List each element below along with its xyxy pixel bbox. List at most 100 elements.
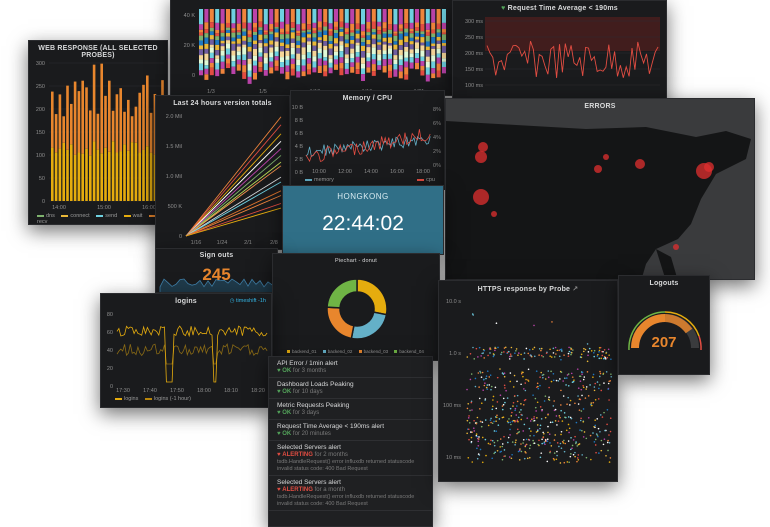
bar-segment — [280, 62, 284, 68]
legend-backend-03: backend_03 — [358, 349, 388, 354]
logouts-title: Logouts — [649, 280, 679, 287]
bar-segment — [226, 54, 230, 59]
scatter-point — [501, 372, 504, 374]
bar-segment — [415, 53, 419, 59]
scatter-point — [555, 379, 558, 382]
bar-segment — [382, 9, 387, 23]
scatter-point — [594, 444, 597, 446]
bar-segment — [153, 93, 157, 155]
bar-segment — [263, 32, 268, 35]
scatter-point — [475, 422, 478, 425]
scatter-point — [509, 407, 512, 410]
scatter-point — [541, 409, 543, 412]
bar-segment — [312, 30, 317, 34]
scatter-point — [518, 431, 521, 433]
scatter-point — [570, 372, 573, 375]
bar-segment — [382, 22, 387, 29]
y-tick-label: 100 ms — [465, 83, 483, 89]
scatter-point — [530, 355, 532, 357]
scatter-point — [540, 418, 543, 420]
bar-segment — [344, 54, 349, 59]
scatter-point — [597, 353, 599, 356]
bar-segment — [296, 53, 301, 60]
bar-segment — [296, 9, 301, 25]
scatter-point — [608, 434, 610, 436]
scatter-point — [593, 386, 596, 388]
alert-item[interactable]: Selected Servers alert ♥ ALERTING for 2 m… — [269, 441, 432, 476]
scatter-point — [563, 450, 566, 453]
scatter-point — [503, 351, 505, 353]
bar-segment — [371, 32, 376, 35]
scatter-point — [486, 388, 489, 390]
bar-segment — [431, 33, 436, 38]
bar-segment — [377, 26, 382, 31]
legend-logins: logins — [115, 396, 138, 402]
scatter-point — [495, 430, 498, 433]
scatter-point — [523, 358, 525, 360]
bar-segment — [242, 31, 247, 36]
scatter-point — [496, 401, 499, 403]
scatter-point — [501, 445, 504, 448]
alert-item[interactable]: Dashboard Loads Peaking ♥ OK for 10 days — [269, 378, 432, 399]
bar-segment — [215, 29, 220, 34]
scatter-point — [560, 447, 563, 450]
alert-item[interactable]: Selected Servers alert ♥ ALERTING for a m… — [269, 476, 432, 511]
bar-segment — [312, 37, 317, 42]
bar-segment — [215, 58, 220, 63]
x-tick-label: 18:00 — [197, 388, 211, 394]
scatter-point — [467, 403, 470, 405]
bar-segment — [382, 44, 387, 51]
error-marker — [673, 244, 679, 250]
y-tick-label: 8 B — [295, 118, 304, 124]
scatter-point — [577, 387, 580, 389]
bar-segment — [263, 24, 268, 31]
bar-segment — [355, 30, 360, 34]
alert-item[interactable]: Request Time Average < 190ms alert ♥ OK f… — [269, 420, 432, 441]
bar-segment — [339, 29, 344, 32]
bar-segment — [366, 35, 371, 40]
scatter-point — [596, 381, 599, 383]
scatter-point — [514, 421, 516, 423]
bar-segment — [404, 36, 409, 43]
scatter-point — [473, 430, 476, 432]
scatter-point — [518, 411, 521, 414]
bar-segment — [339, 51, 344, 58]
bar-segment — [436, 32, 441, 37]
scatter-point — [547, 431, 549, 434]
scatter-point — [478, 386, 480, 388]
y-tick-label: 6 B — [295, 131, 304, 137]
alert-state: ♥ OK for 20 minutes — [277, 431, 331, 437]
bar-segment — [350, 48, 355, 54]
external-link-icon[interactable]: ↗ — [572, 286, 579, 293]
bar-segment — [339, 45, 344, 52]
bar-segment — [100, 63, 103, 154]
bar-segment — [138, 152, 141, 201]
scatter-point — [518, 449, 521, 451]
alert-item[interactable]: Metric Requests Peaking ♥ OK for 3 days — [269, 399, 432, 420]
scatter-point — [575, 441, 577, 443]
scatter-point — [521, 414, 523, 416]
scatter-point — [595, 433, 598, 435]
bar-segment — [328, 43, 333, 49]
scatter-point — [556, 450, 558, 453]
timeshift-link[interactable]: ◷ timeshift -1h — [229, 298, 266, 304]
scatter-point — [468, 438, 470, 441]
scatter-point — [520, 443, 522, 445]
bar-segment — [431, 73, 436, 79]
legend-memory: memory — [305, 177, 334, 183]
scatter-point — [494, 349, 496, 352]
scatter-point — [486, 384, 489, 386]
bar-segment — [328, 58, 333, 63]
scatter-point — [532, 348, 534, 350]
alert-item[interactable]: API Error / 1min alert ♥ OK for 3 months — [269, 357, 432, 378]
bar-segment — [317, 27, 322, 31]
scatter-point — [556, 454, 558, 457]
scatter-point — [568, 431, 570, 434]
bar-segment — [242, 54, 247, 61]
bar-segment — [296, 35, 301, 41]
scatter-point — [547, 398, 550, 401]
y-tick-label: 50 — [39, 176, 45, 182]
bar-segment — [404, 74, 409, 80]
bar-segment — [425, 41, 430, 47]
heart-icon: ♥ — [277, 368, 283, 374]
